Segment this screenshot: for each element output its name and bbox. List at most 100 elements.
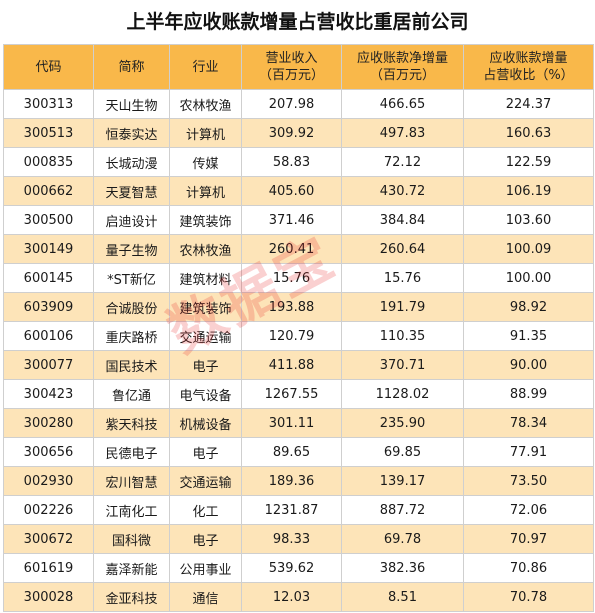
- table-row: 600145 *ST新亿 建筑材料 15.76 15.76 100.00: [3, 263, 594, 293]
- industry-cell: 农林牧渔: [169, 234, 242, 264]
- industry-cell: 电子: [169, 350, 242, 380]
- increase-cell: 15.76: [341, 263, 464, 293]
- increase-cell: 1128.02: [341, 379, 464, 409]
- increase-cell: 69.78: [341, 524, 464, 554]
- name-cell: 紫天科技: [93, 408, 170, 438]
- ratio-cell: 100.09: [463, 234, 594, 264]
- header-label: 营业收入: [265, 51, 318, 66]
- ratio-cell: 72.06: [463, 495, 594, 525]
- table-row: 600106 重庆路桥 交通运输 120.79 110.35 91.35: [3, 321, 594, 351]
- industry-cell: 农林牧渔: [169, 89, 242, 119]
- ratio-cell: 88.99: [463, 379, 594, 409]
- increase-cell: 110.35: [341, 321, 464, 351]
- code-cell: 300500: [3, 205, 94, 235]
- code-cell: 603909: [3, 292, 94, 322]
- revenue-cell: 309.92: [241, 118, 342, 148]
- name-cell: 天夏智慧: [93, 176, 170, 206]
- industry-cell: 建筑材料: [169, 263, 242, 293]
- revenue-cell: 301.11: [241, 408, 342, 438]
- ratio-cell: 73.50: [463, 466, 594, 496]
- ratio-cell: 98.92: [463, 292, 594, 322]
- table-body: 300313 天山生物 农林牧渔 207.98 466.65 224.37 300513 恒泰…: [3, 89, 594, 612]
- table-row: 601619 嘉泽新能 公用事业 539.62 382.36 70.86: [3, 553, 594, 583]
- industry-cell: 电子: [169, 437, 242, 467]
- header-label: 简称: [118, 59, 145, 75]
- revenue-cell: 12.03: [241, 582, 342, 612]
- header-label: 应收账款净增量: [356, 51, 448, 66]
- ratio-cell: 106.19: [463, 176, 594, 206]
- ratio-header: 应收账款增量 占营收比（%）: [463, 44, 594, 90]
- code-cell: 300423: [3, 379, 94, 409]
- industry-cell: 交通运输: [169, 466, 242, 496]
- revenue-cell: 411.88: [241, 350, 342, 380]
- revenue-cell: 193.88: [241, 292, 342, 322]
- revenue-cell: 120.79: [241, 321, 342, 351]
- industry-cell: 计算机: [169, 118, 242, 148]
- name-cell: 国民技术: [93, 350, 170, 380]
- increase-cell: 466.65: [341, 89, 464, 119]
- code-cell: 000835: [3, 147, 94, 177]
- code-cell: 300513: [3, 118, 94, 148]
- ratio-cell: 77.91: [463, 437, 594, 467]
- increase-cell: 69.85: [341, 437, 464, 467]
- increase-cell: 260.64: [341, 234, 464, 264]
- industry-cell: 建筑装饰: [169, 292, 242, 322]
- name-header: 简称: [93, 44, 170, 90]
- table-row: 300077 国民技术 电子 411.88 370.71 90.00: [3, 350, 594, 380]
- code-cell: 300077: [3, 350, 94, 380]
- increase-cell: 384.84: [341, 205, 464, 235]
- code-cell: 300280: [3, 408, 94, 438]
- code-cell: 600145: [3, 263, 94, 293]
- ratio-cell: 224.37: [463, 89, 594, 119]
- ratio-cell: 90.00: [463, 350, 594, 380]
- header-label: 代码: [35, 59, 62, 75]
- increase-cell: 72.12: [341, 147, 464, 177]
- name-cell: 合诚股份: [93, 292, 170, 322]
- ratio-cell: 70.78: [463, 582, 594, 612]
- industry-cell: 电子: [169, 524, 242, 554]
- revenue-cell: 189.36: [241, 466, 342, 496]
- ratio-cell: 91.35: [463, 321, 594, 351]
- header-label: 应收账款增量: [489, 51, 568, 66]
- code-cell: 300313: [3, 89, 94, 119]
- name-cell: 金亚科技: [93, 582, 170, 612]
- name-cell: 恒泰实达: [93, 118, 170, 148]
- table-header-row: 代码 简称 行业 营业收入 （百万元） 应收账款净增量 （百万元） 应收账款增量 占营收比（%）: [3, 44, 594, 90]
- increase-cell: 8.51: [341, 582, 464, 612]
- code-cell: 300149: [3, 234, 94, 264]
- table-row: 300149 量子生物 农林牧渔 260.41 260.64 100.09: [3, 234, 594, 264]
- code-cell: 002226: [3, 495, 94, 525]
- increase-cell: 139.17: [341, 466, 464, 496]
- code-cell: 300656: [3, 437, 94, 467]
- revenue-cell: 405.60: [241, 176, 342, 206]
- table-row: 000835 长城动漫 传媒 58.83 72.12 122.59: [3, 147, 594, 177]
- code-header: 代码: [3, 44, 94, 90]
- name-cell: 启迪设计: [93, 205, 170, 235]
- industry-cell: 传媒: [169, 147, 242, 177]
- industry-cell: 机械设备: [169, 408, 242, 438]
- name-cell: 民德电子: [93, 437, 170, 467]
- industry-cell: 交通运输: [169, 321, 242, 351]
- table-row: 300028 金亚科技 通信 12.03 8.51 70.78: [3, 582, 594, 612]
- table-row: 002226 江南化工 化工 1231.87 887.72 72.06: [3, 495, 594, 525]
- name-cell: 国科微: [93, 524, 170, 554]
- industry-cell: 计算机: [169, 176, 242, 206]
- name-cell: 重庆路桥: [93, 321, 170, 351]
- data-table: 代码 简称 行业 营业收入 （百万元） 应收账款净增量 （百万元） 应收账款增量 占营收比（%）…: [3, 44, 594, 612]
- revenue-cell: 15.76: [241, 263, 342, 293]
- table-row: 000662 天夏智慧 计算机 405.60 430.72 106.19: [3, 176, 594, 206]
- revenue-header: 营业收入 （百万元）: [241, 44, 342, 90]
- table-row: 300513 恒泰实达 计算机 309.92 497.83 160.63: [3, 118, 594, 148]
- revenue-cell: 1267.55: [241, 379, 342, 409]
- code-cell: 002930: [3, 466, 94, 496]
- revenue-cell: 89.65: [241, 437, 342, 467]
- increase-cell: 497.83: [341, 118, 464, 148]
- ratio-cell: 103.60: [463, 205, 594, 235]
- revenue-cell: 260.41: [241, 234, 342, 264]
- name-cell: 天山生物: [93, 89, 170, 119]
- code-cell: 300672: [3, 524, 94, 554]
- ratio-cell: 70.86: [463, 553, 594, 583]
- code-cell: 000662: [3, 176, 94, 206]
- name-cell: 长城动漫: [93, 147, 170, 177]
- industry-header: 行业: [169, 44, 242, 90]
